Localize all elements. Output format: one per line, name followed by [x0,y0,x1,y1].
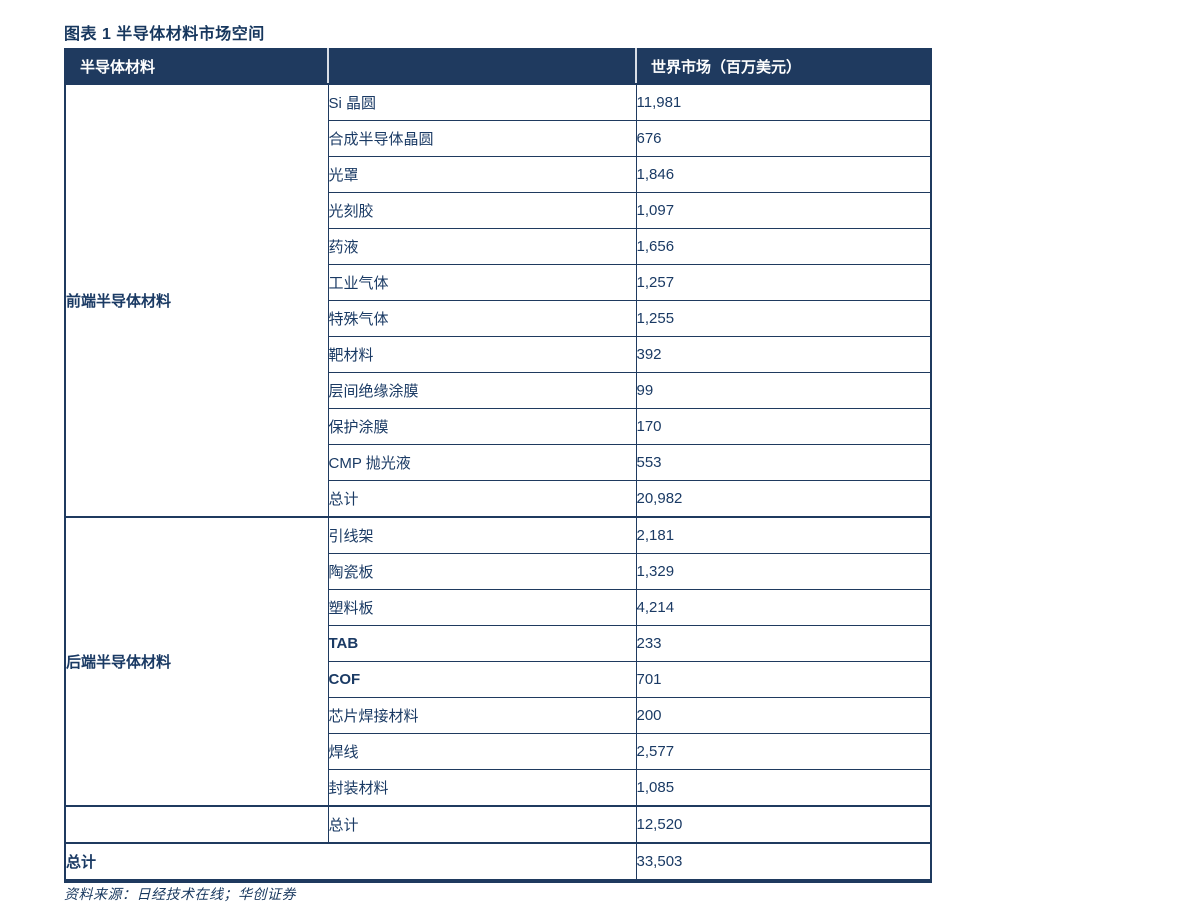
table-row: 芯片焊接材料 200 [65,697,932,734]
grand-total-value: 33,503 [635,842,932,882]
market-value: 11,981 [635,83,932,121]
table-row: 合成半导体晶圆 676 [65,120,932,157]
group-cell-empty [64,805,329,844]
table-row: CMP 抛光液 553 [65,444,932,481]
header-cell-material: 半导体材料 [64,48,329,85]
market-value: 233 [635,625,932,662]
market-value: 200 [635,697,932,734]
market-value: 1,097 [635,192,932,229]
material-label: Si 晶圆 [327,83,637,121]
material-label: 保护涂膜 [327,408,637,445]
market-value: 701 [635,661,932,698]
table-row: 靶材料 392 [65,336,932,373]
material-label: 靶材料 [327,336,637,373]
material-label: 芯片焊接材料 [327,697,637,734]
material-label: 焊线 [327,733,637,770]
market-value: 4,214 [635,589,932,626]
market-value: 1,846 [635,156,932,193]
material-label: 合成半导体晶圆 [327,120,637,157]
material-label: 引线架 [327,516,637,554]
header-cell-category [327,48,637,85]
market-value: 553 [635,444,932,481]
table-row: 光刻胶 1,097 [65,192,932,229]
material-label: CMP 抛光液 [327,444,637,481]
grand-total-label: 总计 [64,842,637,882]
semiconductor-materials-table: 半导体材料 世界市场（百万美元） 前端半导体材料 Si 晶圆 11,981 合成… [64,48,932,883]
material-label: 陶瓷板 [327,553,637,590]
market-value: 676 [635,120,932,157]
market-value: 99 [635,372,932,409]
table-row: 陶瓷板 1,329 [65,553,932,590]
material-label: 工业气体 [327,264,637,301]
table-row-subtotal-frontend: 总计 20,982 [65,480,932,518]
table-row: 药液 1,656 [65,228,932,265]
material-label: 光罩 [327,156,637,193]
subtotal-label: 总计 [327,480,637,518]
table-row-grand-total: 总计 33,503 [64,842,932,882]
market-value: 1,255 [635,300,932,337]
table-row: 特殊气体 1,255 [65,300,932,337]
table-row: 保护涂膜 170 [65,408,932,445]
material-label: COF [327,661,637,698]
subtotal-value: 12,520 [635,805,932,844]
market-value: 1,329 [635,553,932,590]
material-label: TAB [327,625,637,662]
table-row-subtotal-backend: 总计 12,520 [64,805,932,844]
market-value: 1,085 [635,769,932,807]
material-label: 药液 [327,228,637,265]
material-label: 光刻胶 [327,192,637,229]
table-row: 焊线 2,577 [65,733,932,770]
table-row: 工业气体 1,257 [65,264,932,301]
table-row: 层间绝缘涂膜 99 [65,372,932,409]
market-value: 170 [635,408,932,445]
material-label: 层间绝缘涂膜 [327,372,637,409]
material-label: 塑料板 [327,589,637,626]
material-label: 封装材料 [327,769,637,807]
table-row: 塑料板 4,214 [65,589,932,626]
table-row: COF 701 [65,661,932,698]
table-row: 前端半导体材料 Si 晶圆 11,981 [64,83,932,518]
source-note: 资料来源：日经技术在线；华创证券 [64,886,296,902]
market-value: 392 [635,336,932,373]
material-label: 特殊气体 [327,300,637,337]
market-value: 1,257 [635,264,932,301]
chart-title: 图表 1 半导体材料市场空间 [64,26,265,43]
group-cell-backend: 后端半导体材料 [64,516,329,807]
subtotal-label: 总计 [327,805,637,844]
market-value: 1,656 [635,228,932,265]
group-cell-frontend: 前端半导体材料 [64,83,329,518]
table-row: 后端半导体材料 引线架 2,181 [64,516,932,807]
table-header-row: 半导体材料 世界市场（百万美元） [64,48,932,85]
table-row: 光罩 1,846 [65,156,932,193]
subtotal-value: 20,982 [635,480,932,518]
table-row: TAB 233 [65,625,932,662]
market-value: 2,577 [635,733,932,770]
market-value: 2,181 [635,516,932,554]
header-cell-world-market: 世界市场（百万美元） [635,48,932,85]
